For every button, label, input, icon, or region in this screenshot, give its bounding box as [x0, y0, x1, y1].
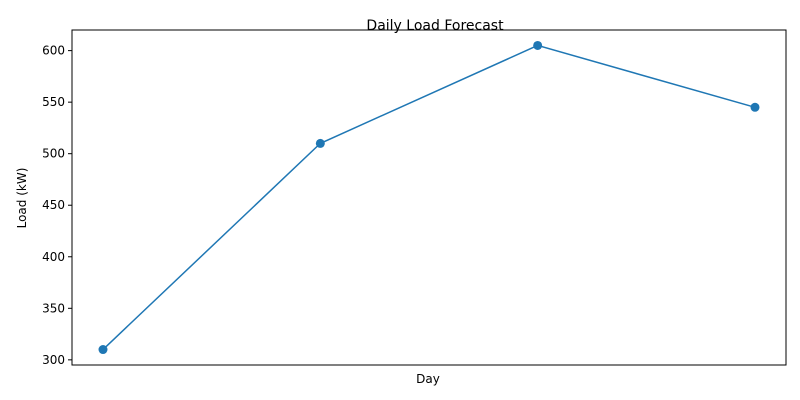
y-axis-ticks: 300 350 400 450 500 550 600 — [42, 44, 72, 367]
y-tick-label: 600 — [42, 44, 65, 58]
chart-title: Daily Load Forecast — [366, 18, 504, 34]
series-points — [98, 40, 760, 355]
data-point — [315, 138, 325, 148]
data-point — [98, 345, 108, 355]
y-tick-label: 400 — [42, 250, 65, 264]
x-axis-title: Day — [416, 372, 440, 386]
y-tick-label: 500 — [42, 147, 65, 161]
data-point — [750, 102, 760, 112]
series-lines — [102, 44, 756, 351]
series-line — [102, 44, 756, 351]
y-tick-label: 300 — [42, 353, 65, 367]
data-point — [533, 40, 543, 50]
y-tick-label: 550 — [42, 95, 65, 109]
y-axis-title: Load (kW) — [15, 168, 29, 229]
y-tick-label: 450 — [42, 198, 65, 212]
y-tick-label: 350 — [42, 301, 65, 315]
plot-frame — [71, 29, 787, 366]
